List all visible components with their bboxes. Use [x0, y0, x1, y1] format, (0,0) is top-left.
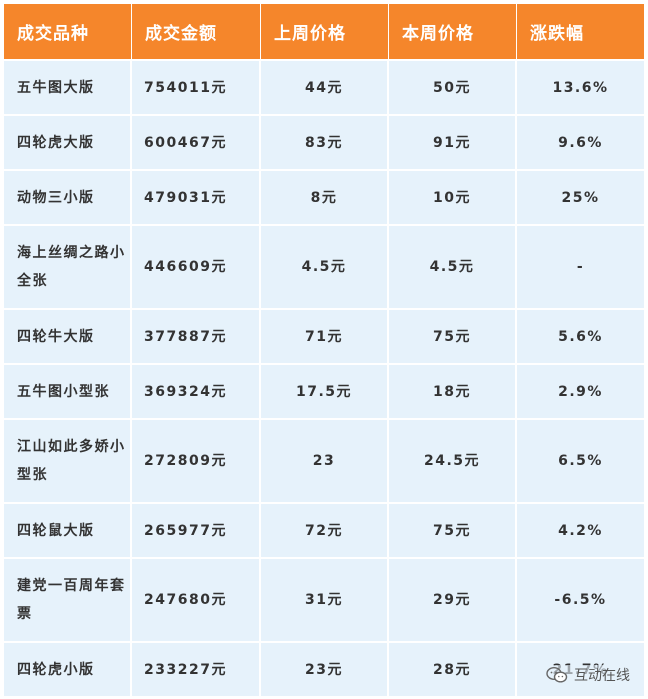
cell-amount: 754011元 — [132, 59, 261, 114]
header-variety: 成交品种 — [4, 4, 132, 59]
cell-change: 2.9% — [517, 363, 644, 418]
cell-last-price: 23 — [261, 418, 389, 502]
table-row: 四轮牛大版 377887元 71元 75元 5.6% — [4, 308, 644, 363]
cell-this-price: 75元 — [389, 502, 517, 557]
cell-amount: 600467元 — [132, 114, 261, 169]
cell-amount: 377887元 — [132, 308, 261, 363]
cell-change: 9.6% — [517, 114, 644, 169]
cell-this-price: 10元 — [389, 169, 517, 224]
cell-last-price: 71元 — [261, 308, 389, 363]
cell-name: 江山如此多娇小型张 — [4, 418, 132, 502]
stamp-trading-table: 成交品种 成交金额 上周价格 本周价格 涨跌幅 五牛图大版 754011元 44… — [4, 4, 644, 696]
cell-change: 13.6% — [517, 59, 644, 114]
cell-name: 五牛图小型张 — [4, 363, 132, 418]
watermark-text: 互动在线 — [574, 668, 630, 684]
cell-name: 四轮牛大版 — [4, 308, 132, 363]
cell-amount: 369324元 — [132, 363, 261, 418]
cell-amount: 265977元 — [132, 502, 261, 557]
cell-amount: 479031元 — [132, 169, 261, 224]
cell-this-price: 75元 — [389, 308, 517, 363]
cell-change: 6.5% — [517, 418, 644, 502]
cell-this-price: 18元 — [389, 363, 517, 418]
table-row: 五牛图大版 754011元 44元 50元 13.6% — [4, 59, 644, 114]
table-row: 江山如此多娇小型张 272809元 23 24.5元 6.5% — [4, 418, 644, 502]
cell-last-price: 83元 — [261, 114, 389, 169]
cell-amount: 272809元 — [132, 418, 261, 502]
cell-last-price: 44元 — [261, 59, 389, 114]
cell-this-price: 4.5元 — [389, 224, 517, 308]
cell-this-price: 29元 — [389, 557, 517, 641]
cell-name: 动物三小版 — [4, 169, 132, 224]
header-change: 涨跌幅 — [517, 4, 644, 59]
cell-this-price: 50元 — [389, 59, 517, 114]
cell-this-price: 91元 — [389, 114, 517, 169]
cell-this-price: 24.5元 — [389, 418, 517, 502]
cell-last-price: 72元 — [261, 502, 389, 557]
header-amount: 成交金额 — [132, 4, 261, 59]
cell-change: 5.6% — [517, 308, 644, 363]
cell-name: 四轮虎小版 — [4, 641, 132, 696]
table-row: 四轮鼠大版 265977元 72元 75元 4.2% — [4, 502, 644, 557]
cell-amount: 446609元 — [132, 224, 261, 308]
cell-name: 四轮虎大版 — [4, 114, 132, 169]
header-last-week-price: 上周价格 — [261, 4, 389, 59]
cell-last-price: 31元 — [261, 557, 389, 641]
wechat-icon — [546, 666, 568, 683]
watermark: 互动在线 — [546, 665, 630, 685]
cell-change: 4.2% — [517, 502, 644, 557]
table-row: 动物三小版 479031元 8元 10元 25% — [4, 169, 644, 224]
cell-last-price: 17.5元 — [261, 363, 389, 418]
table-row: 建党一百周年套票 247680元 31元 29元 -6.5% — [4, 557, 644, 641]
cell-name: 海上丝绸之路小全张 — [4, 224, 132, 308]
cell-last-price: 8元 — [261, 169, 389, 224]
cell-this-price: 28元 — [389, 641, 517, 696]
cell-name: 四轮鼠大版 — [4, 502, 132, 557]
cell-change: - — [517, 224, 644, 308]
header-this-week-price: 本周价格 — [389, 4, 517, 59]
table-row: 海上丝绸之路小全张 446609元 4.5元 4.5元 - — [4, 224, 644, 308]
cell-change: -6.5% — [517, 557, 644, 641]
cell-name: 五牛图大版 — [4, 59, 132, 114]
table-row: 四轮虎大版 600467元 83元 91元 9.6% — [4, 114, 644, 169]
cell-amount: 233227元 — [132, 641, 261, 696]
table-header-row: 成交品种 成交金额 上周价格 本周价格 涨跌幅 — [4, 4, 644, 59]
cell-name: 建党一百周年套票 — [4, 557, 132, 641]
cell-amount: 247680元 — [132, 557, 261, 641]
cell-last-price: 4.5元 — [261, 224, 389, 308]
cell-change: 25% — [517, 169, 644, 224]
cell-last-price: 23元 — [261, 641, 389, 696]
table-row: 五牛图小型张 369324元 17.5元 18元 2.9% — [4, 363, 644, 418]
